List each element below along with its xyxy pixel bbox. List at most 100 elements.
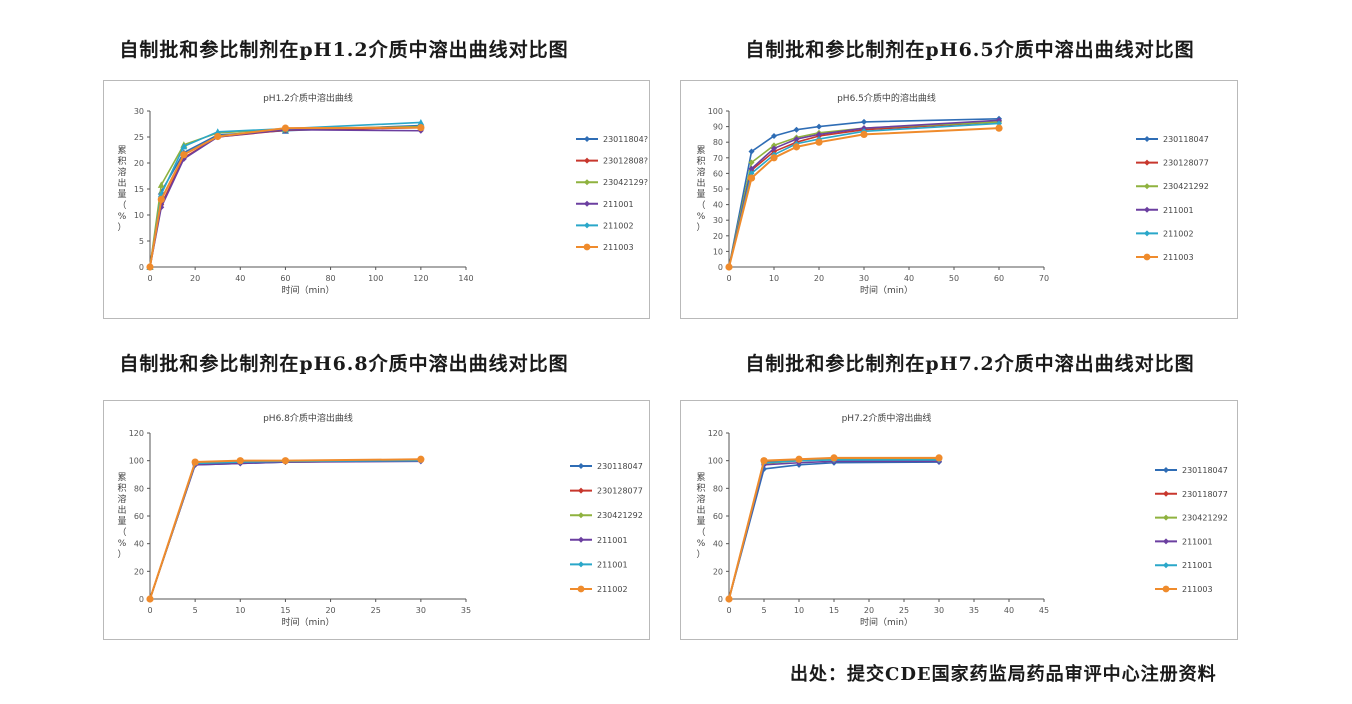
data-point [760, 457, 768, 465]
legend-marker [1144, 136, 1150, 142]
chart-1: pH1.2介质中溶出曲线 0 20 40 60 80 100 120 140 0 5 10 15 20 25… [103, 80, 650, 319]
legend-label: 211002 [597, 585, 628, 594]
data-point [861, 125, 867, 132]
series-line-green [149, 459, 421, 600]
y-tick-label: 30 [713, 216, 723, 225]
x-tick-label: 40 [1004, 606, 1014, 615]
legend-label: 230118047 [1163, 135, 1209, 144]
legend-label: 211001 [597, 560, 628, 569]
chart-2: pH6.5介质中的溶出曲线 0 10 20 30 40 50 60 70 0 10 20 30 40 50 6… [680, 80, 1238, 319]
data-point [816, 131, 822, 138]
legend-label: 211003 [1182, 585, 1213, 594]
data-point [996, 117, 1002, 124]
y-tick-label: 80 [713, 484, 723, 493]
legend-label: 230118047 [597, 462, 643, 471]
y-tick-label: 100 [129, 457, 144, 466]
data-point [417, 455, 425, 463]
legend-marker [1144, 183, 1150, 190]
legend-marker [578, 463, 584, 469]
chart-2-svg: pH6.5介质中的溶出曲线 0 10 20 30 40 50 60 70 0 10 20 30 40 50 6… [696, 92, 1209, 296]
legend-label: 230118047 [1182, 466, 1228, 475]
legend-marker [1163, 514, 1169, 521]
x-tick-label: 20 [814, 274, 824, 283]
y-tick-label: 100 [708, 107, 723, 116]
legend-label: 230118077 [1182, 490, 1228, 499]
x-tick-label: 40 [904, 274, 914, 283]
x-tick-label: 0 [147, 274, 152, 283]
chart-1-inner-title: pH1.2介质中溶出曲线 [263, 92, 353, 104]
legend-marker [584, 179, 590, 186]
data-point [995, 124, 1003, 132]
y-tick-label: 20 [713, 567, 723, 576]
y-tick-label: 40 [713, 201, 723, 210]
series-line-orange [149, 126, 421, 268]
data-point [214, 132, 222, 141]
series-line-purple [149, 460, 421, 600]
data-point [725, 595, 733, 603]
x-tick-label: 0 [147, 606, 152, 615]
legend-marker [578, 487, 584, 494]
data-point [417, 124, 425, 132]
chart-2-title: 自制批和参比制剂在pH6.5介质中溶出曲线对比图 [745, 39, 1195, 61]
legend-label: 230128077 [597, 487, 643, 496]
legend-marker [578, 561, 584, 568]
data-point [748, 159, 755, 166]
y-tick-label: 70 [713, 154, 723, 163]
y-tick-label: 20 [134, 567, 144, 576]
data-point [146, 263, 154, 271]
x-tick-label: 40 [235, 274, 245, 283]
data-point [748, 165, 755, 172]
y-axis-label: 累积溶出量（%） [117, 145, 126, 233]
legend-label: 211003 [603, 243, 634, 252]
legend-marker [1163, 490, 1169, 497]
x-tick-label: 80 [325, 274, 335, 283]
legend-label: 211002 [1163, 229, 1194, 238]
data-point [214, 128, 222, 135]
y-tick-label: 120 [129, 429, 144, 438]
y-tick-label: 15 [134, 185, 144, 194]
source-note: 出处：提交CDE国家药监局药品审评中心注册资料 [790, 664, 1217, 685]
legend-marker [1163, 538, 1169, 545]
y-tick-label: 0 [718, 595, 723, 604]
series-line-red [149, 459, 421, 600]
data-point [815, 138, 823, 146]
data-point [748, 148, 755, 155]
data-point [860, 130, 868, 138]
data-point [146, 595, 154, 603]
legend-marker [577, 585, 585, 593]
x-tick-label: 100 [368, 274, 383, 283]
chart-3-svg: pH6.8介质中溶出曲线 0 5 10 15 20 25 30 35 0 20 40 60 80 100 12… [117, 412, 643, 628]
data-point [191, 458, 199, 466]
data-point [795, 455, 803, 463]
y-axis-label: 累积溶出量（%） [117, 472, 126, 560]
legend-label: 230421292 [1182, 514, 1228, 523]
y-tick-label: 60 [713, 512, 723, 521]
x-tick-label: 10 [235, 606, 245, 615]
data-point [157, 195, 165, 203]
series-line-purple [728, 119, 1000, 268]
x-tick-label: 60 [280, 274, 290, 283]
x-tick-label: 15 [829, 606, 839, 615]
data-point [281, 457, 290, 465]
series-line-purple [149, 128, 421, 268]
data-point [180, 142, 188, 150]
legend-marker [1163, 562, 1169, 569]
legend-marker [1144, 159, 1150, 166]
x-tick-label: 0 [726, 606, 731, 615]
chart-4-inner-title: pH7.2介质中溶出曲线 [842, 412, 932, 424]
legend-label: 211001 [1182, 537, 1213, 546]
data-point [771, 145, 777, 152]
y-axis-label: 累积溶出量（%） [696, 472, 705, 560]
y-tick-label: 10 [713, 247, 723, 256]
chart-4: pH7.2介质中溶出曲线 0 5 10 15 20 25 30 35 40 45 0 20 40 60 80 1… [680, 400, 1238, 640]
data-point [180, 151, 188, 159]
y-tick-label: 30 [134, 107, 144, 116]
data-point [793, 136, 800, 143]
x-tick-label: 30 [934, 606, 944, 615]
data-point [771, 132, 777, 139]
chart-4-title: 自制批和参比制剂在pH7.2介质中溶出曲线对比图 [745, 353, 1195, 375]
y-tick-label: 80 [134, 484, 144, 493]
legend-marker [584, 222, 590, 229]
legend-label: 211001 [597, 536, 628, 545]
chart-3-title: 自制批和参比制剂在pH6.8介质中溶出曲线对比图 [119, 353, 569, 375]
